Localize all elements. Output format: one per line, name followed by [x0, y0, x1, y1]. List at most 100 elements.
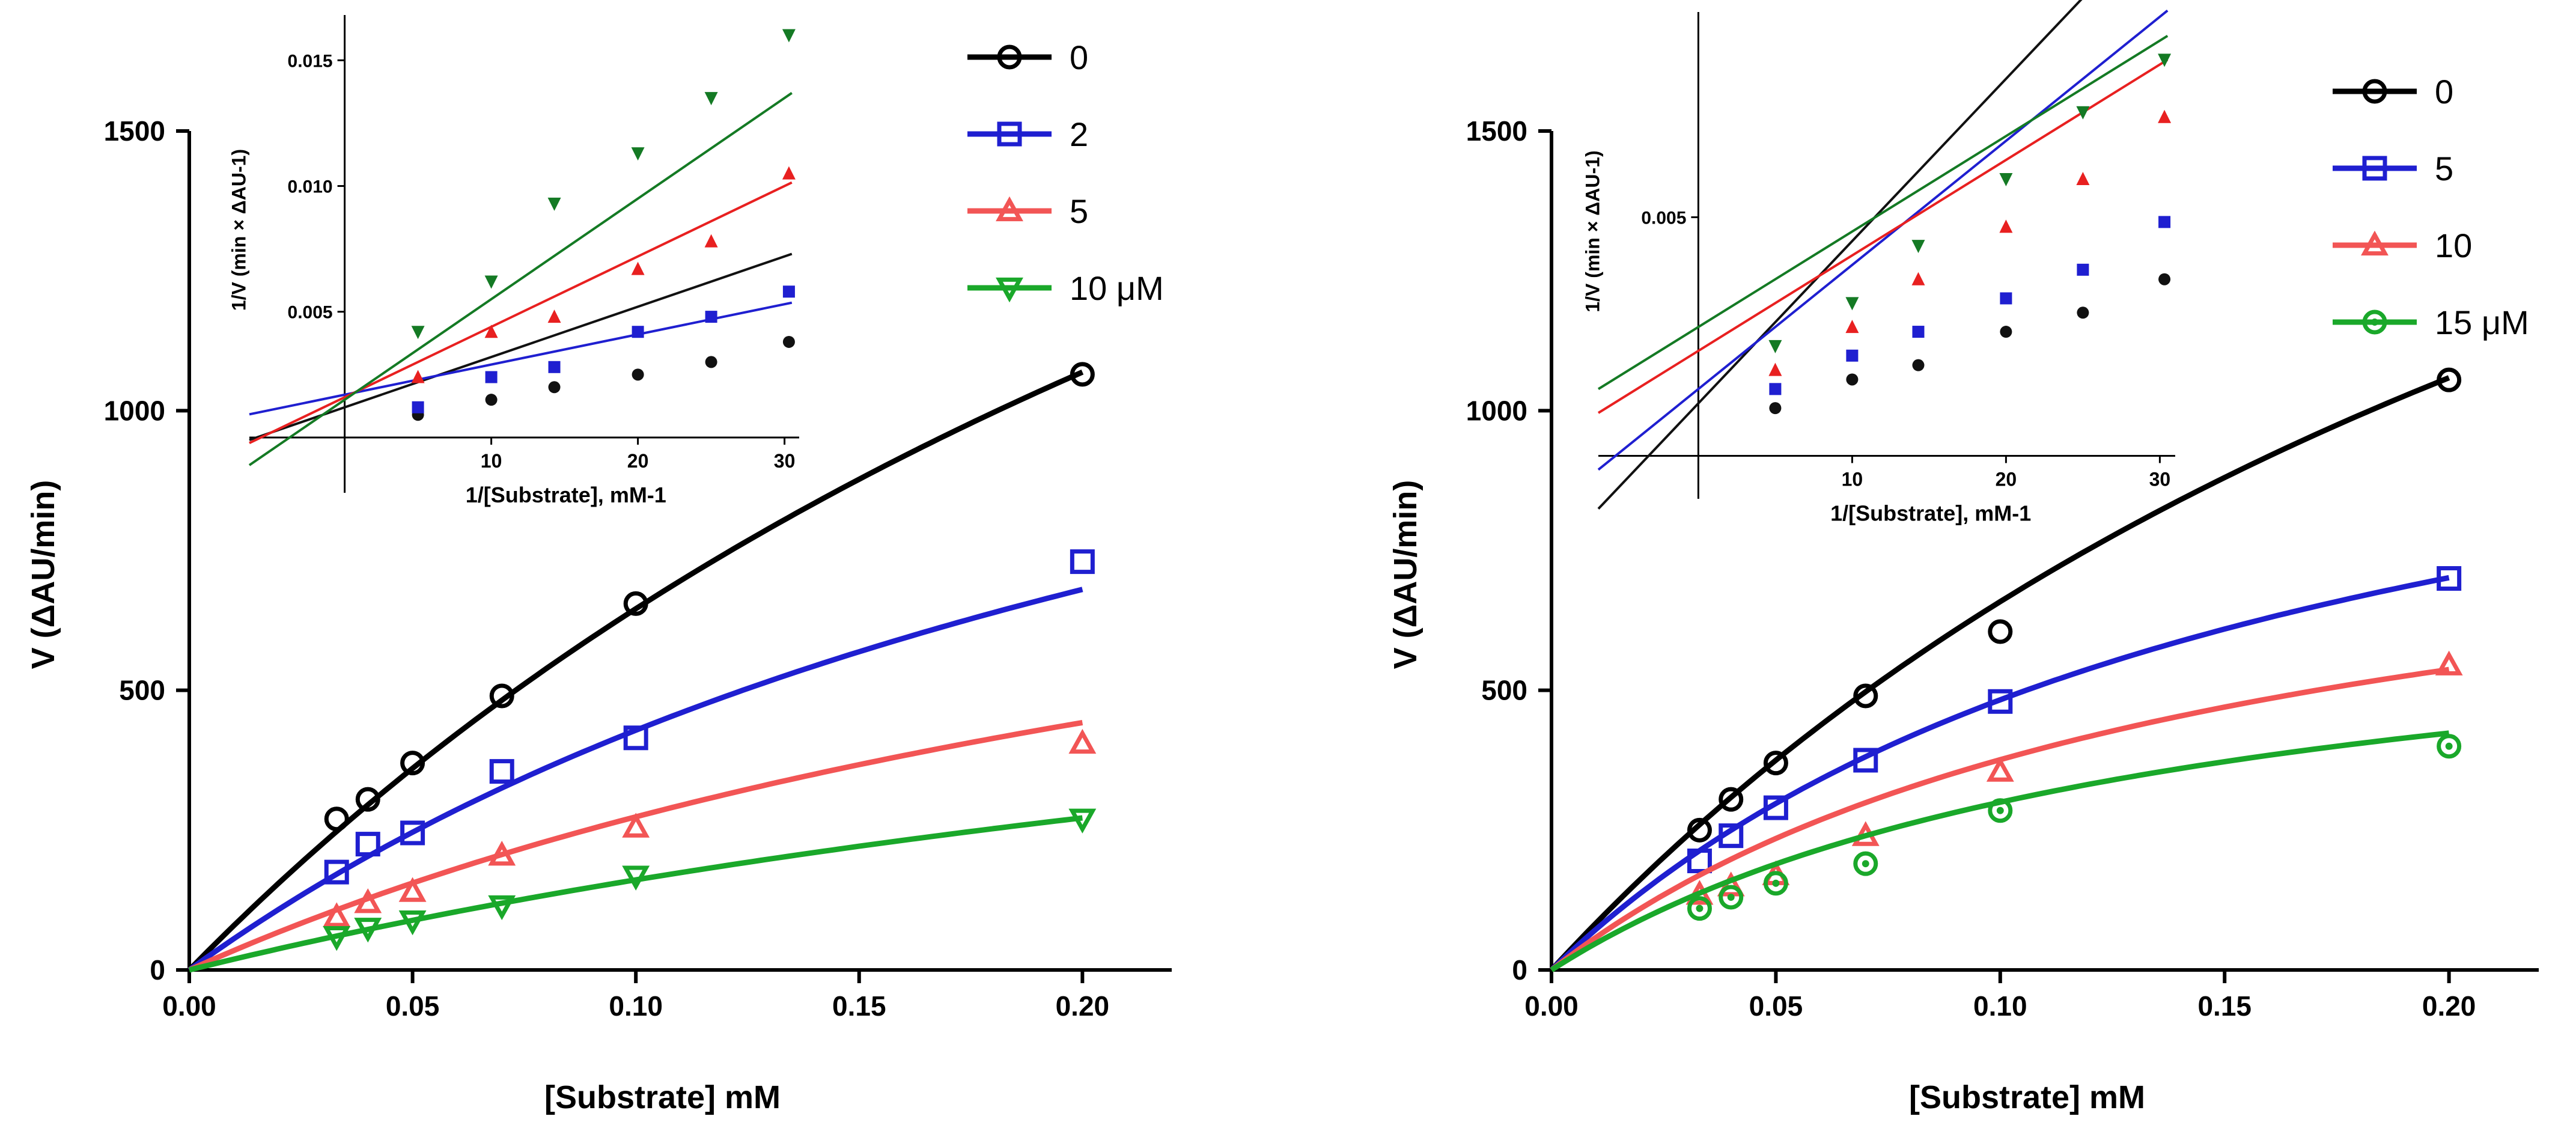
inset-data-point — [485, 371, 498, 383]
inset-data-point — [632, 326, 644, 338]
data-point — [1687, 896, 1712, 921]
inset-data-point — [548, 361, 561, 373]
data-point — [2437, 367, 2462, 392]
data-point — [1070, 549, 1095, 575]
legend-label: 5 — [1070, 192, 1088, 230]
data-point — [1763, 751, 1788, 776]
inset-fit-line-2 — [249, 181, 793, 444]
y-axis-label: V (ΔAU/min) — [1387, 480, 1423, 669]
inset-data-point — [1845, 320, 1859, 334]
data-point — [1853, 683, 1878, 709]
x-tick-label: 0.10 — [1973, 990, 2027, 1022]
inset-x-axis-label: 1/[Substrate], mM-1 — [1830, 501, 2031, 526]
inset-fit-line-3 — [1597, 35, 2169, 391]
inset-data-point — [1845, 297, 1859, 311]
right-panel: 0 500 1000 1500 0.00 0.05 0.10 0.15 0.20 [Substra… — [1387, 0, 2539, 1115]
data-point — [1763, 871, 1788, 896]
data-point — [354, 918, 382, 943]
inset-fit-line-1 — [1597, 10, 2169, 471]
legend-label: 15 μM — [2435, 303, 2529, 341]
y-tick-label: 0 — [150, 954, 165, 986]
data-point-center — [1696, 904, 1704, 912]
inset-y-axis-label: 1/V (min × ΔAU-1) — [1582, 150, 1603, 312]
inset-fit-line-2 — [1597, 58, 2169, 414]
y-tick-label: 1000 — [104, 395, 165, 426]
inset-plot: 10 20 30 0.005 1/[Substrate], mM-1 1/V (min ×… — [1582, 0, 2175, 526]
y-tick-label: 1500 — [1466, 115, 1527, 147]
y-tick-label: 1000 — [1466, 395, 1527, 426]
data-point — [398, 877, 427, 902]
data-point — [1687, 849, 1712, 874]
data-point — [2437, 734, 2462, 759]
data-point — [324, 859, 349, 885]
data-point — [400, 751, 425, 776]
fit-curve-0 — [1549, 375, 2450, 972]
data-point — [489, 759, 514, 784]
data-point — [324, 806, 349, 832]
data-point-center — [1862, 860, 1869, 868]
y-tick-label: 0 — [1512, 954, 1527, 986]
inset-data-point — [1999, 219, 2013, 233]
inset-data-point — [2000, 326, 2012, 338]
fit-curve-3 — [1550, 730, 2450, 972]
left-panel: 0 500 1000 1500 0.00 0.05 0.10 0.15 0.20 [Substra… — [25, 15, 1172, 1115]
inset-data-point — [412, 401, 424, 413]
inset-data-point — [1846, 373, 1859, 386]
inset-data-point — [705, 311, 717, 323]
data-point-center — [1727, 894, 1735, 901]
x-tick-label: 0.20 — [2422, 990, 2476, 1022]
data-point — [622, 812, 650, 838]
inset-data-point — [485, 394, 498, 406]
inset-data-point — [2076, 106, 2090, 120]
legend-marker — [997, 44, 1022, 70]
inset-x-tick-label: 30 — [774, 450, 796, 472]
inset-data-point — [782, 166, 796, 180]
inset-data-point — [547, 197, 561, 211]
data-point — [398, 910, 427, 936]
data-point — [1070, 362, 1095, 387]
inset-fit-line-1 — [249, 301, 793, 416]
inset-data-point — [704, 92, 718, 106]
data-point — [623, 725, 648, 751]
legend-marker — [2361, 230, 2389, 256]
inset-fit-line-0 — [1597, 0, 2083, 510]
inset-data-point — [782, 29, 796, 43]
inset-x-tick-label: 10 — [1842, 469, 1863, 490]
x-axis-label: [Substrate] mM — [544, 1079, 781, 1115]
x-tick-label: 0.05 — [386, 990, 440, 1022]
inset-data-point — [1768, 340, 1782, 353]
inset-data-point — [484, 275, 498, 289]
y-axis-label: V (ΔAU/min) — [25, 480, 61, 669]
data-point — [323, 902, 351, 927]
data-point — [1853, 748, 1878, 773]
inset-fit-line-0 — [249, 252, 793, 442]
inset-data-point — [631, 147, 645, 161]
data-point — [2435, 650, 2463, 675]
data-point — [488, 841, 516, 866]
data-point — [1719, 885, 1744, 910]
inset-data-point — [548, 381, 561, 394]
data-point — [355, 832, 380, 857]
legend-marker — [997, 121, 1022, 147]
inset-data-point — [2077, 263, 2089, 276]
legend-label: 0 — [1070, 38, 1088, 76]
y-tick-label: 1500 — [104, 115, 165, 147]
inset-data-point — [1769, 383, 1782, 395]
inset-fit-line-3 — [248, 92, 793, 466]
y-tick-label: 500 — [1481, 675, 1527, 706]
y-tick-label: 500 — [119, 675, 165, 706]
inset-data-point — [411, 326, 425, 340]
data-point — [1988, 798, 2013, 823]
data-point — [354, 888, 382, 913]
x-tick-label: 0.05 — [1749, 990, 1803, 1022]
legend-label: 2 — [1070, 115, 1088, 153]
inset-data-point — [2076, 171, 2090, 185]
legend-marker — [996, 277, 1023, 303]
inset-x-tick-label: 20 — [627, 450, 649, 472]
legend-label: 5 — [2435, 150, 2453, 188]
x-axis-label: [Substrate] mM — [1909, 1079, 2145, 1115]
x-tick-label: 0.15 — [2197, 990, 2252, 1022]
inset-data-point — [2158, 109, 2172, 123]
inset-data-point — [782, 285, 795, 298]
